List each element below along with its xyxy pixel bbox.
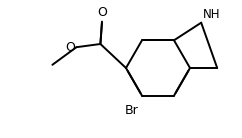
Text: NH: NH: [203, 8, 221, 21]
Text: Br: Br: [124, 104, 138, 117]
Text: O: O: [97, 6, 107, 19]
Text: O: O: [66, 41, 76, 54]
